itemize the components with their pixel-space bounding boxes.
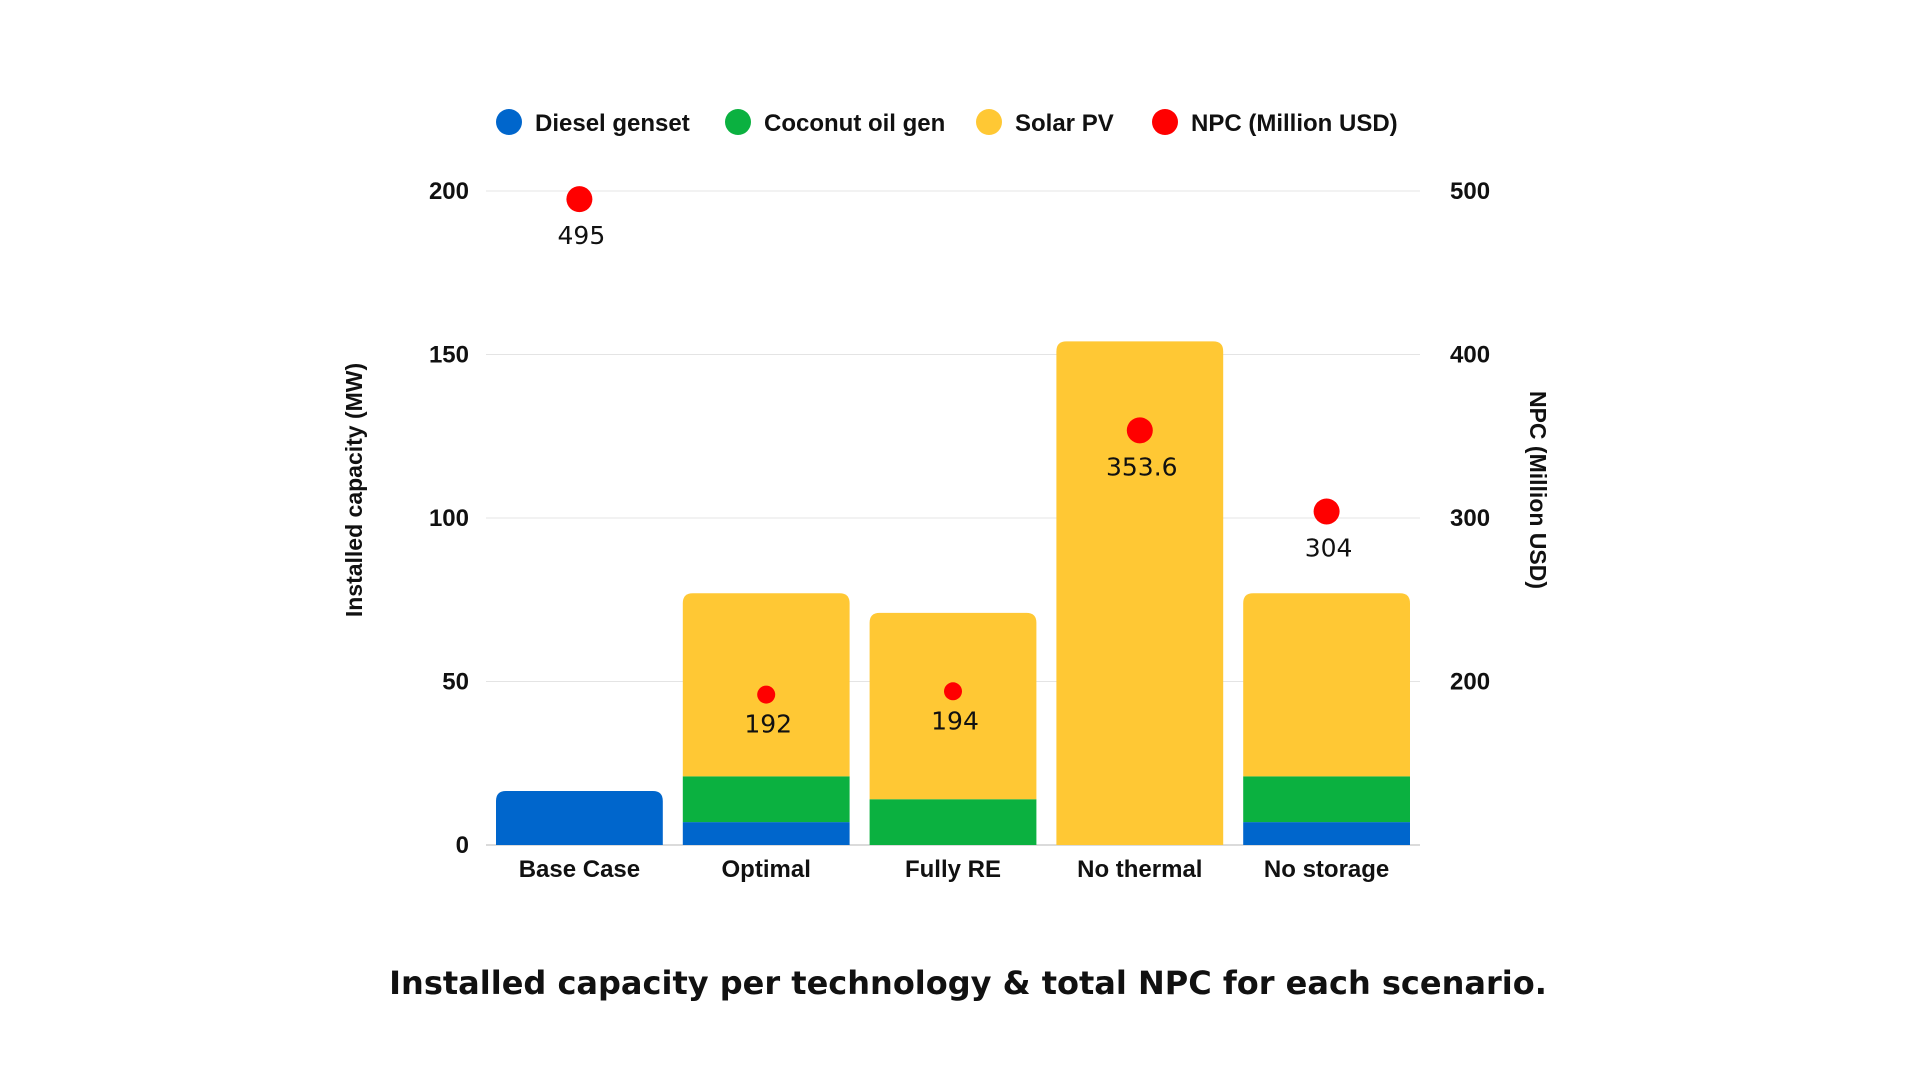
x-tick-label: Optimal [722,856,811,883]
y2-tick-label: 300 [1450,505,1490,532]
y-tick-label: 100 [429,505,469,532]
npc-data-label: 192 [744,710,792,739]
x-tick-label: Fully RE [905,856,1001,883]
legend-label: NPC (Million USD) [1191,110,1398,137]
bar-diesel-genset [1243,822,1410,845]
legend-marker [496,109,522,135]
bar-diesel-genset [682,822,850,845]
npc-point [1126,417,1153,444]
bar-diesel-genset [496,791,663,845]
y2-tick-label: 400 [1450,342,1490,369]
y-tick-label: 50 [442,669,469,696]
bar-solar-pv [1243,593,1410,777]
bar-coconut-oil-gen [1243,776,1410,823]
legend-label: Solar PV [1015,110,1114,137]
legend-marker [1152,109,1178,135]
y-tick-label: 0 [456,832,469,859]
y-tick-label: 200 [429,178,469,205]
npc-point [757,685,776,704]
y2-tick-label: 200 [1450,669,1490,696]
y2-tick-label: 500 [1450,178,1490,205]
npc-data-label: 194 [931,706,979,735]
bar-solar-pv [869,612,1037,800]
npc-data-label: 353.6 [1106,452,1178,481]
y2-axis-label: NPC (Million USD) [1525,391,1551,589]
x-tick-label: Base Case [519,856,640,883]
x-tick-label: No thermal [1077,856,1202,883]
npc-point [944,682,962,701]
legend: Diesel genset Coconut oil gen Solar PV NPC … [496,109,1398,137]
y-axis-label: Installed capacity (MW) [341,363,367,617]
axes: 0 50 100 150 200 200 300 400 500 Base Case Optimal… [429,178,1490,883]
legend-marker [976,109,1002,135]
npc-points: 495 192 194 353.6 304 [558,186,1353,739]
bar-solar-pv [1056,341,1224,845]
y-tick-label: 150 [429,342,469,369]
npc-point [566,186,593,213]
npc-data-label: 304 [1305,533,1353,562]
chart-title: Installed capacity per technology & tota… [389,964,1547,1002]
x-tick-label: No storage [1264,856,1389,883]
npc-data-label: 495 [558,221,606,250]
bars [496,341,1410,845]
bar-coconut-oil-gen [682,776,850,823]
legend-label: Coconut oil gen [764,110,945,137]
bar-solar-pv [682,593,850,777]
legend-marker [725,109,751,135]
bar-coconut-oil-gen [869,799,1037,845]
legend-label: Diesel genset [535,110,690,137]
npc-point [1313,498,1340,525]
